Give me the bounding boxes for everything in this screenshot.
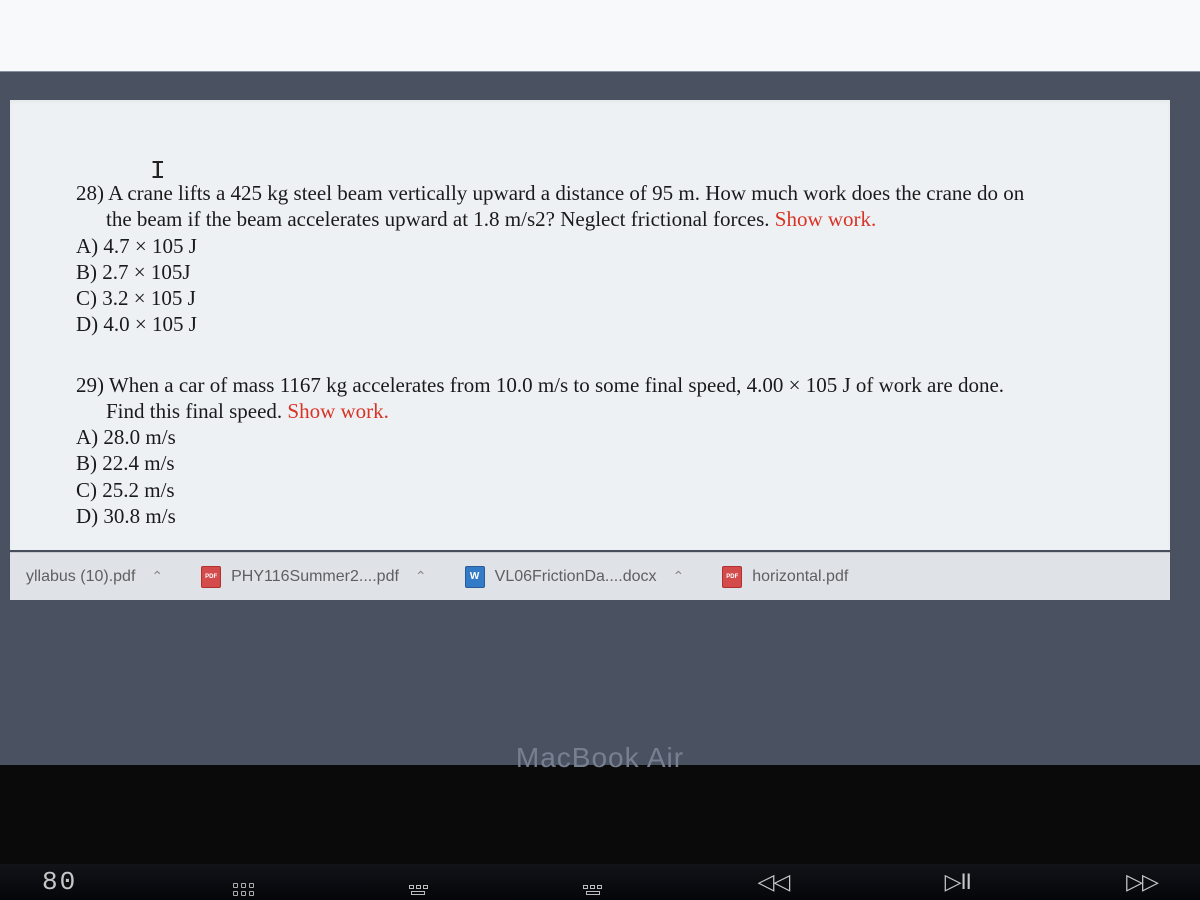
answer-options: A) 4.7 × 105 J B) 2.7 × 105J C) 3.2 × 10… (76, 233, 1104, 338)
pdf-file-icon (201, 566, 221, 588)
keyboard-brightness-icon (583, 869, 602, 895)
question-text: 28) A crane lifts a 425 kg steel beam ve… (76, 180, 1104, 206)
document-page: I 28) A crane lifts a 425 kg steel beam … (10, 100, 1170, 550)
download-item-vl06[interactable]: W VL06FrictionDa....docx ⌃ (455, 562, 695, 592)
question-line: the beam if the beam accelerates upward … (106, 207, 770, 231)
question-text: Find this final speed. Show work. (76, 398, 1104, 424)
launchpad-icon (233, 868, 254, 896)
question-text: 29) When a car of mass 1167 kg accelerat… (76, 372, 1104, 398)
option-d: D) 4.0 × 105 J (76, 311, 1104, 337)
keyboard-function-row: 80 ◁◁ ▷II ▷▷ (0, 864, 1200, 900)
show-work-label: Show work. (282, 399, 389, 423)
option-b: B) 22.4 m/s (76, 450, 1104, 476)
question-29: 29) When a car of mass 1167 kg accelerat… (76, 372, 1104, 530)
chevron-up-icon[interactable]: ⌃ (673, 568, 685, 585)
browser-top-bar (0, 0, 1200, 72)
answer-options: A) 28.0 m/s B) 22.4 m/s C) 25.2 m/s D) 3… (76, 424, 1104, 529)
download-label: PHY116Summer2....pdf (231, 568, 399, 586)
download-item-horizontal[interactable]: horizontal.pdf (712, 562, 858, 592)
option-b: B) 2.7 × 105J (76, 259, 1104, 285)
question-number: 28) (76, 181, 104, 205)
option-c: C) 3.2 × 105 J (76, 285, 1104, 311)
download-label: horizontal.pdf (752, 568, 848, 586)
question-text: the beam if the beam accelerates upward … (76, 206, 1104, 232)
mission-control-icon (409, 869, 428, 895)
download-label: yllabus (10).pdf (26, 568, 135, 586)
download-item-phy116[interactable]: PHY116Summer2....pdf ⌃ (191, 562, 437, 592)
show-work-label: Show work. (770, 207, 877, 231)
question-28: 28) A crane lifts a 425 kg steel beam ve… (76, 180, 1104, 338)
pdf-file-icon (722, 566, 742, 588)
play-pause-icon: ▷II (945, 869, 971, 895)
download-label: VL06FrictionDa....docx (495, 568, 657, 586)
question-line: When a car of mass 1167 kg accelerates f… (109, 373, 1004, 397)
option-d: D) 30.8 m/s (76, 503, 1104, 529)
fast-forward-icon: ▷▷ (1126, 869, 1158, 895)
text-cursor-icon: I (150, 155, 166, 188)
display-readout: 80 (42, 867, 77, 897)
screen-content: I 28) A crane lifts a 425 kg steel beam … (0, 72, 1200, 600)
download-item-syllabus[interactable]: yllabus (10).pdf ⌃ (16, 564, 173, 590)
laptop-bezel: MacBook Air 80 ◁◁ ▷II ▷▷ (0, 700, 1200, 900)
option-a: A) 4.7 × 105 J (76, 233, 1104, 259)
option-c: C) 25.2 m/s (76, 477, 1104, 503)
macbook-brand-label: MacBook Air (516, 742, 684, 774)
option-a: A) 28.0 m/s (76, 424, 1104, 450)
docx-file-icon: W (465, 566, 485, 588)
downloads-bar: yllabus (10).pdf ⌃ PHY116Summer2....pdf … (10, 552, 1170, 600)
question-number: 29) (76, 373, 104, 397)
chevron-up-icon[interactable]: ⌃ (151, 568, 163, 585)
question-line: A crane lifts a 425 kg steel beam vertic… (108, 181, 1024, 205)
question-line: Find this final speed. (106, 399, 282, 423)
chevron-up-icon[interactable]: ⌃ (415, 568, 427, 585)
rewind-icon: ◁◁ (757, 869, 789, 895)
